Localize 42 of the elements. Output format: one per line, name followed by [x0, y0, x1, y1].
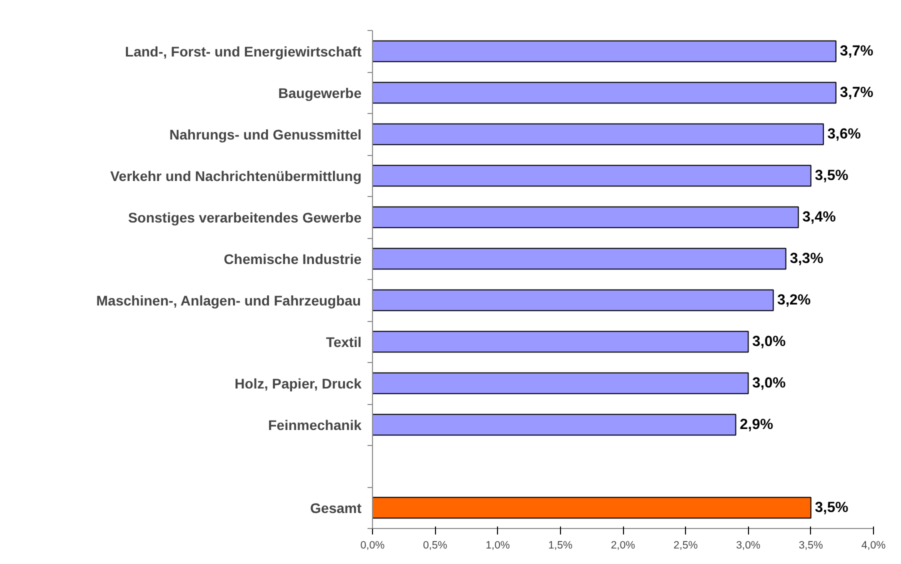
data-label: 2,9% [740, 416, 774, 433]
y-tick-label: Holz, Papier, Druck [234, 375, 362, 392]
y-tick-label: Baugewerbe [278, 84, 362, 101]
bar [372, 414, 736, 436]
bar [372, 206, 799, 228]
data-label: 3,0% [752, 375, 786, 392]
data-label: 3,2% [777, 292, 811, 308]
x-tick-label: 0,5% [422, 540, 448, 552]
x-tick-label: 4,0% [861, 540, 886, 552]
data-label: 3,3% [790, 250, 824, 267]
bar [372, 496, 812, 519]
data-label: 3,4% [802, 209, 836, 226]
data-label: 3,5% [814, 168, 848, 184]
y-tick-label: Nahrungs- und Genussmittel [169, 126, 362, 142]
data-label: 3,5% [814, 500, 848, 516]
bar [372, 289, 774, 312]
bar [372, 164, 812, 187]
bar [372, 372, 749, 394]
y-tick-label: Feinmechanik [268, 416, 362, 433]
data-label: 3,7% [840, 84, 874, 101]
data-label: 3,6% [827, 126, 861, 142]
bar [372, 82, 836, 104]
y-tick-label: Maschinen-, Anlagen- und Fahrzeugbau [96, 292, 361, 308]
bar [372, 123, 824, 146]
bar [372, 248, 786, 270]
x-tick-label: 2,5% [673, 540, 698, 552]
y-tick-label: Land-, Forst- und Energiewirtschaft [125, 43, 362, 60]
bar [372, 40, 836, 62]
y-tick-label: Verkehr und Nachrichtenübermittlung [110, 168, 362, 184]
x-tick-label: 1,5% [548, 540, 574, 552]
bar [372, 330, 749, 353]
x-tick-label: 2,0% [610, 540, 636, 552]
data-label: 3,7% [840, 43, 874, 60]
y-tick-label: Chemische Industrie [224, 250, 362, 267]
x-tick-label: 1,0% [486, 540, 510, 552]
y-tick-label: Gesamt [310, 500, 362, 516]
x-tick-label: 3,0% [736, 540, 761, 552]
x-tick-label: 0,0% [360, 540, 386, 552]
y-tick-label: Sonstiges verarbeitendes Gewerbe [128, 209, 362, 226]
data-label: 3,0% [752, 334, 786, 350]
y-tick-label: Textil [326, 334, 362, 350]
x-tick-label: 3,5% [798, 540, 824, 552]
